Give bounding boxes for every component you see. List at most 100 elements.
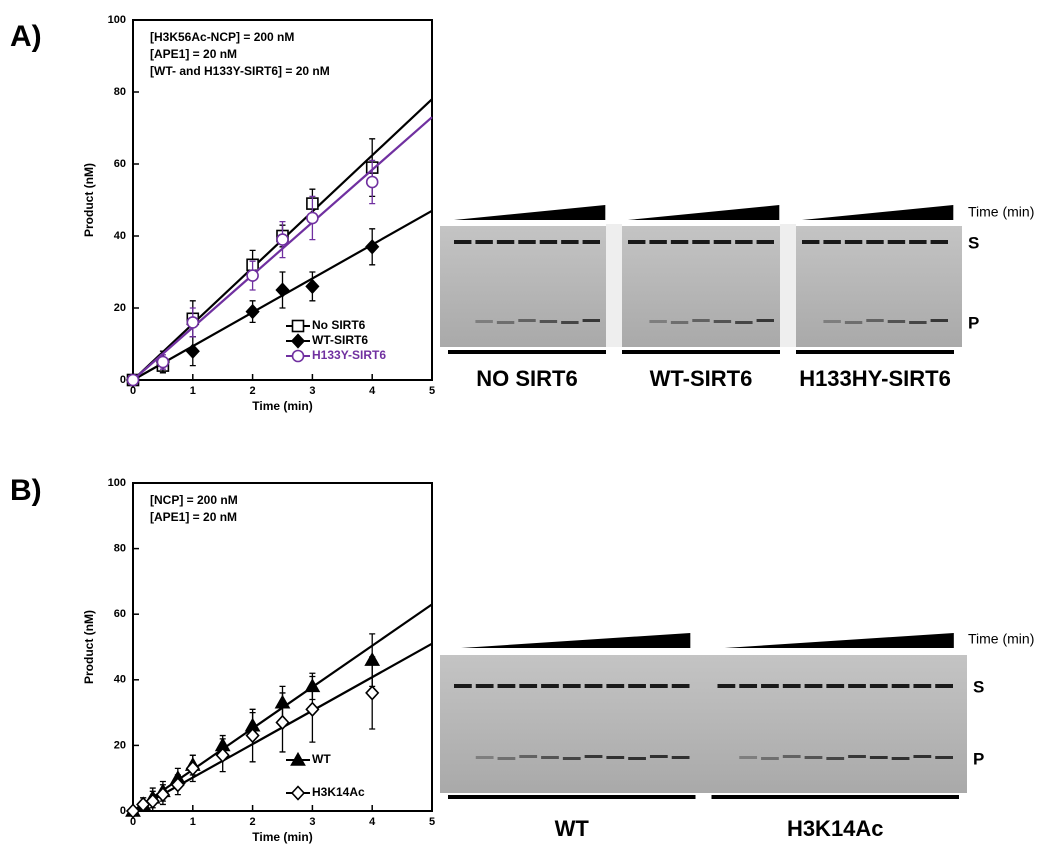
band-p	[518, 319, 536, 322]
marker	[145, 793, 160, 809]
band-p	[804, 756, 823, 759]
y-tick-label: 100	[108, 477, 126, 489]
y-tick-label: 20	[114, 302, 126, 314]
band-p	[541, 756, 559, 759]
band-s	[670, 240, 689, 244]
lane-label: H3K14Ac	[787, 816, 884, 841]
marker	[365, 685, 380, 701]
band-p	[562, 757, 581, 760]
legend-label: No SIRT6	[312, 318, 366, 332]
legend-label: WT-SIRT6	[312, 333, 368, 347]
band-p	[584, 755, 603, 758]
band-p	[670, 321, 689, 324]
band-s	[582, 240, 600, 244]
x-tick-label: 5	[429, 816, 435, 828]
band-s	[826, 684, 845, 688]
band-s	[496, 240, 515, 244]
band-s	[649, 684, 668, 688]
band-s	[541, 684, 559, 688]
x-tick-label: 3	[309, 816, 315, 828]
band-p	[891, 757, 910, 760]
band-s	[584, 684, 603, 688]
band-label: P	[968, 313, 979, 332]
x-tick-label: 3	[309, 385, 315, 397]
lane-label: WT	[555, 816, 590, 841]
lane-bar	[448, 795, 696, 799]
band-p	[739, 756, 758, 759]
y-tick-label: 0	[120, 805, 126, 817]
lane-label: H133HY-SIRT6	[799, 366, 951, 391]
annotation: [APE1] = 20 nM	[150, 47, 237, 61]
y-tick-label: 60	[114, 158, 126, 170]
annotation: [WT- and H133Y-SIRT6] = 20 nM	[150, 64, 330, 78]
band-s	[454, 240, 472, 244]
gel-time-label: Time (min)	[968, 204, 1034, 220]
marker	[245, 727, 260, 744]
band-s	[913, 684, 932, 688]
x-tick-label: 2	[250, 816, 256, 828]
legend-label: WT	[312, 752, 331, 766]
marker	[185, 760, 200, 777]
band-s	[866, 240, 884, 244]
band-p	[913, 755, 932, 758]
band-s	[823, 240, 841, 244]
y-axis-label: Product (nM)	[82, 610, 96, 684]
band-p	[628, 757, 646, 760]
band-p	[649, 320, 667, 323]
band-p	[935, 756, 953, 759]
panel-label: B)	[10, 474, 42, 507]
band-p	[761, 757, 779, 760]
band-p	[823, 320, 841, 323]
x-tick-label: 2	[250, 385, 256, 397]
lane-bar	[711, 795, 959, 799]
marker	[125, 803, 141, 819]
band-s	[713, 240, 732, 244]
band-s	[869, 684, 888, 688]
time-wedge	[724, 633, 954, 648]
band-label: S	[968, 233, 979, 252]
marker	[365, 239, 380, 255]
band-s	[717, 684, 736, 688]
marker	[275, 714, 290, 731]
band-p	[844, 321, 863, 324]
band-p	[713, 320, 732, 323]
band-s	[756, 240, 774, 244]
lane-label: NO SIRT6	[476, 366, 577, 391]
marker	[305, 278, 320, 295]
gel-gap	[780, 224, 796, 347]
gel-gap	[606, 224, 622, 347]
y-tick-label: 20	[114, 739, 126, 751]
band-s	[692, 240, 710, 244]
band-s	[475, 684, 494, 688]
marker	[186, 316, 200, 329]
y-tick-label: 0	[120, 374, 126, 386]
time-wedge	[627, 205, 780, 220]
y-axis-label: Product (nM)	[82, 163, 96, 237]
annotation: [H3K56Ac-NCP] = 200 nM	[150, 30, 294, 44]
marker	[275, 282, 290, 298]
legend-marker	[290, 751, 306, 766]
x-tick-label: 4	[369, 816, 376, 828]
band-s	[739, 684, 758, 688]
band-p	[869, 756, 888, 759]
band-s	[782, 684, 801, 688]
band-s	[891, 684, 910, 688]
legend-marker	[290, 333, 306, 349]
marker	[156, 355, 170, 369]
x-tick-label: 5	[429, 385, 435, 397]
band-s	[475, 240, 493, 244]
time-wedge	[801, 205, 954, 220]
band-s	[930, 240, 948, 244]
band-p	[735, 321, 753, 324]
x-tick-label: 1	[190, 816, 196, 828]
x-tick-label: 1	[190, 385, 196, 397]
band-s	[628, 240, 646, 244]
band-s	[539, 240, 558, 244]
legend-marker	[291, 319, 305, 333]
band-s	[519, 684, 538, 688]
band-s	[561, 240, 579, 244]
panel-label: A)	[10, 20, 42, 53]
legend-label: H3K14Ac	[312, 785, 365, 799]
band-s	[606, 684, 625, 688]
